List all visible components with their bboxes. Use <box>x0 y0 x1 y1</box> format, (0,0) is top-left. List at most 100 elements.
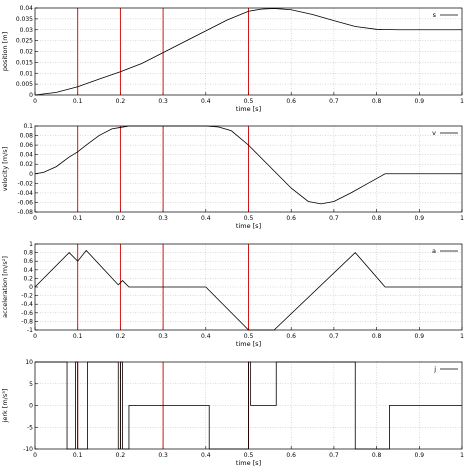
x-tick-label: 0.6 <box>286 452 296 459</box>
plot-frame <box>34 7 463 96</box>
x-tick-label: 0.7 <box>329 333 339 340</box>
x-tick-label: 0.2 <box>116 98 126 105</box>
y-tick-label: -0.2 <box>21 293 33 300</box>
x-tick-label: 0.5 <box>244 98 254 105</box>
x-tick-label: 1 <box>460 452 464 459</box>
x-tick-label: 0.4 <box>201 215 211 222</box>
x-tick-label: 0.3 <box>158 452 168 459</box>
y-tick-label: -0.4 <box>21 301 33 308</box>
y-tick-label: 0.4 <box>23 267 33 274</box>
y-tick-label: 0.035 <box>16 16 33 23</box>
x-axis-label: time [s] <box>236 105 261 113</box>
y-tick-label: 0.6 <box>23 258 33 265</box>
x-tick-label: 0.2 <box>116 452 126 459</box>
series-line-j <box>35 361 462 450</box>
y-tick-label: -0.04 <box>17 190 33 197</box>
x-tick-label: 0.6 <box>286 333 296 340</box>
y-tick-label: 0 <box>29 92 33 99</box>
y-tick-label: 0.1 <box>23 123 33 130</box>
x-tick-label: 0 <box>33 333 37 340</box>
y-axis-label: position [m] <box>1 32 9 71</box>
y-tick-label: 0.04 <box>20 5 34 12</box>
x-tick-label: 0.1 <box>73 215 83 222</box>
plot-frame <box>34 243 463 331</box>
x-tick-label: 0.3 <box>158 98 168 105</box>
y-tick-label: 0.005 <box>16 81 33 88</box>
x-tick-label: 0.1 <box>73 452 83 459</box>
y-tick-label: 0.8 <box>23 250 33 257</box>
y-tick-label: 0.03 <box>20 27 34 34</box>
x-tick-label: 0.2 <box>116 333 126 340</box>
x-tick-label: 0.8 <box>372 98 382 105</box>
x-tick-label: 0.2 <box>116 215 126 222</box>
y-axis-label: acceleration [m/s²] <box>1 256 9 318</box>
y-tick-label: -0.06 <box>17 199 33 206</box>
x-tick-label: 0.7 <box>329 98 339 105</box>
x-tick-label: 0.1 <box>73 98 83 105</box>
y-tick-label: 0.02 <box>20 161 34 168</box>
y-tick-label: -10 <box>23 446 33 453</box>
x-tick-label: 0.3 <box>158 333 168 340</box>
y-tick-label: -1 <box>27 327 33 334</box>
y-tick-label: -0.8 <box>21 318 33 325</box>
y-tick-label: 0.2 <box>23 275 33 282</box>
x-tick-label: 0.4 <box>201 333 211 340</box>
y-tick-label: -5 <box>27 424 33 431</box>
x-tick-label: 1 <box>460 215 464 222</box>
x-axis-label: time [s] <box>236 340 261 348</box>
x-tick-label: 0.8 <box>372 215 382 222</box>
y-tick-label: 5 <box>29 381 33 388</box>
legend-label: j <box>433 365 436 373</box>
x-tick-label: 0.7 <box>329 452 339 459</box>
x-tick-label: 0.9 <box>415 215 425 222</box>
y-tick-label: 0.02 <box>20 49 34 56</box>
y-tick-label: 0.06 <box>20 142 34 149</box>
y-tick-label: 0.025 <box>16 38 33 45</box>
chart-panel-3: 0 0.1 0.2 0.3 0.4 0.5 0.6 0.7 0.8 0.9 1 -10 -5 0 5 10 j t… <box>1 359 464 467</box>
y-tick-label: 0.04 <box>20 152 34 159</box>
x-tick-label: 0.9 <box>415 333 425 340</box>
x-tick-label: 0 <box>33 215 37 222</box>
x-tick-label: 0.7 <box>329 215 339 222</box>
chart-panel-0: 0 0.1 0.2 0.3 0.4 0.5 0.6 0.7 0.8 0.9 1 0 0.005 0.01 0… <box>1 5 464 113</box>
legend-label: s <box>433 11 437 19</box>
y-axis-label: jerk [m/s³] <box>1 389 9 424</box>
plot-frame <box>34 361 463 450</box>
series-line-v <box>34 125 462 205</box>
y-tick-label: -0.02 <box>17 180 33 187</box>
chart-panel-2: 0 0.1 0.2 0.3 0.4 0.5 0.6 0.7 0.8 0.9 1 -1 -0.8-0.6 -… <box>1 241 464 348</box>
x-tick-label: 0.6 <box>286 215 296 222</box>
x-axis-label: time [s] <box>236 459 261 467</box>
y-tick-label: 1 <box>29 241 33 248</box>
y-tick-label: -0.6 <box>21 310 33 317</box>
legend-label: a <box>432 247 436 255</box>
x-tick-label: 0.5 <box>244 452 254 459</box>
y-tick-label: 0 <box>29 171 33 178</box>
x-tick-label: 0.5 <box>244 215 254 222</box>
y-tick-label: 0.01 <box>20 70 34 77</box>
x-tick-label: 1 <box>460 98 464 105</box>
y-tick-label: 0.08 <box>20 133 34 140</box>
x-tick-label: 0.4 <box>201 98 211 105</box>
x-tick-label: 0.3 <box>158 215 168 222</box>
y-tick-label: 0.015 <box>16 59 33 66</box>
legend-label: v <box>432 129 436 137</box>
y-axis-label: velocity [m/s] <box>1 147 9 191</box>
y-tick-label: 0 <box>29 403 33 410</box>
series-line-s <box>34 8 462 96</box>
x-tick-label: 0.4 <box>201 452 211 459</box>
x-tick-label: 0 <box>33 452 37 459</box>
plot-frame <box>34 125 463 213</box>
series-line-a <box>34 249 462 331</box>
x-tick-label: 0.5 <box>244 333 254 340</box>
chart-panel-1: 0 0.1 0.2 0.3 0.4 0.5 0.6 0.7 0.8 0.9 1 -0.08 -0.06 -… <box>1 123 464 230</box>
y-tick-label: 0 <box>29 284 33 291</box>
x-tick-label: 0 <box>33 98 37 105</box>
x-tick-label: 0.9 <box>415 452 425 459</box>
x-tick-label: 0.8 <box>372 452 382 459</box>
x-tick-label: 0.8 <box>372 333 382 340</box>
y-tick-label: -0.08 <box>17 209 33 216</box>
x-tick-label: 0.6 <box>286 98 296 105</box>
x-tick-label: 0.9 <box>415 98 425 105</box>
